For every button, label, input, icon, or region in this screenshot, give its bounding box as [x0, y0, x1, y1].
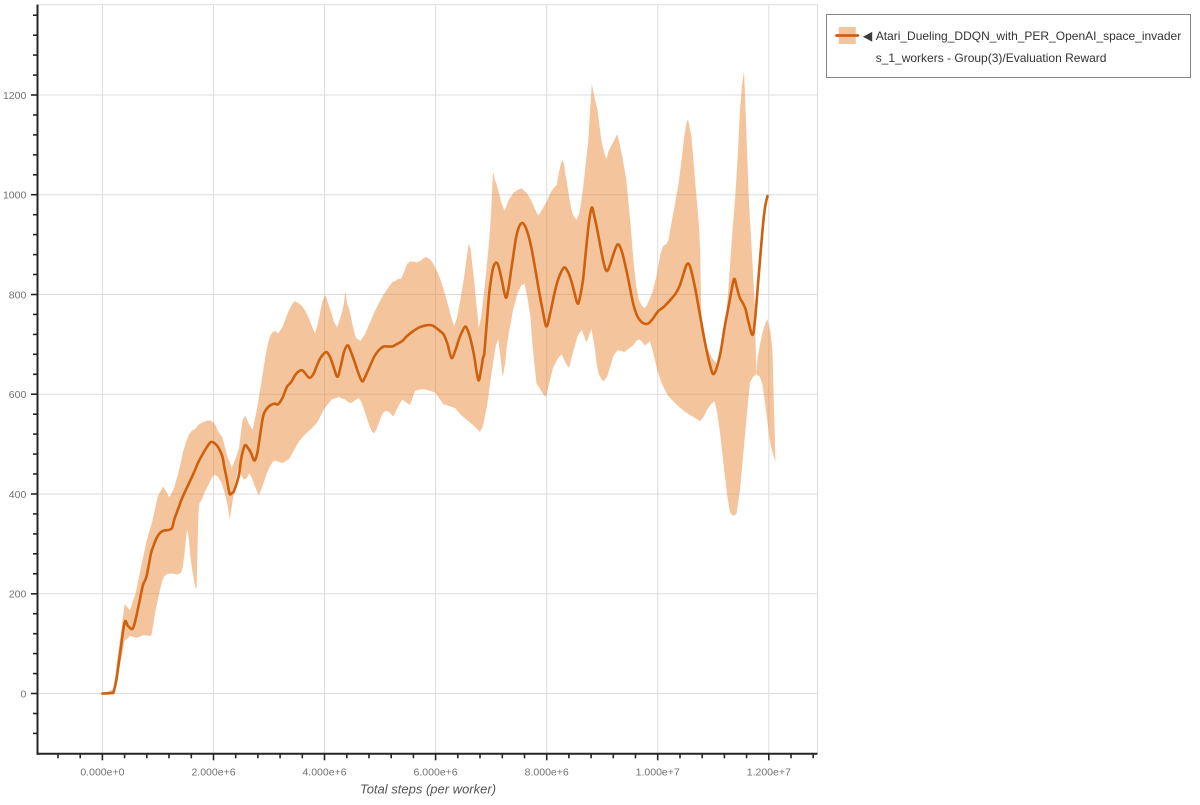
svg-text:s_1_workers - Group(3)/Evaluat: s_1_workers - Group(3)/Evaluation Reward — [876, 51, 1107, 65]
svg-text:1.200e+7: 1.200e+7 — [747, 766, 791, 778]
svg-text:1.000e+7: 1.000e+7 — [636, 766, 680, 778]
svg-text:1200: 1200 — [3, 90, 27, 102]
svg-text:1000: 1000 — [3, 190, 27, 202]
svg-text:600: 600 — [9, 389, 27, 401]
svg-text:400: 400 — [9, 489, 27, 501]
svg-text:4.000e+6: 4.000e+6 — [302, 766, 346, 778]
svg-text:800: 800 — [9, 289, 27, 301]
svg-text:0: 0 — [20, 688, 26, 700]
svg-text:2.000e+6: 2.000e+6 — [191, 766, 235, 778]
svg-text:Total steps (per worker): Total steps (per worker) — [360, 781, 496, 796]
svg-text:0.000e+0: 0.000e+0 — [80, 766, 124, 778]
svg-text:6.000e+6: 6.000e+6 — [414, 766, 458, 778]
svg-text:8.000e+6: 8.000e+6 — [525, 766, 569, 778]
svg-text:Atari_Dueling_DDQN_with_PER_Op: Atari_Dueling_DDQN_with_PER_OpenAI_space… — [876, 29, 1182, 43]
svg-text:200: 200 — [9, 589, 27, 601]
